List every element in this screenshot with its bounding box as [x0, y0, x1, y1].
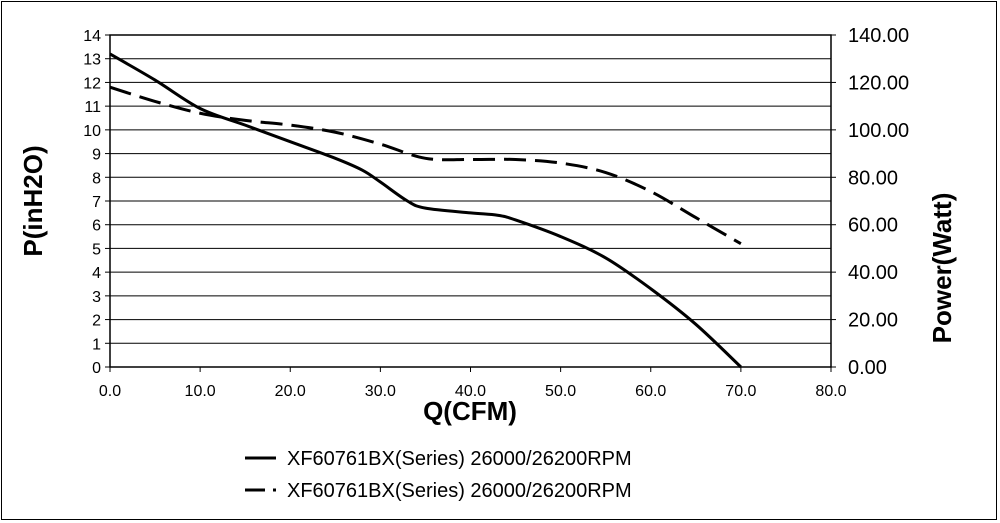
- right-y-tick-label: 80.00: [848, 167, 898, 189]
- left-y-tick-label: 11: [84, 99, 101, 116]
- x-tick-label: 60.0: [635, 383, 666, 400]
- left-y-tick-label: 2: [92, 313, 101, 330]
- legend-label-dashed: XF60761BX(Series) 26000/26200RPM: [287, 480, 632, 502]
- x-tick-label: 50.0: [545, 383, 576, 400]
- left-y-tick-label: 5: [92, 241, 101, 258]
- pressure-curve-solid: [109, 52, 742, 369]
- grid-lines: [110, 58, 831, 344]
- left-y-tick-label: 13: [83, 52, 101, 69]
- left-y-tick-label: 4: [92, 265, 101, 282]
- right-y-tick-label: 100.00: [848, 120, 909, 142]
- right-y-tick-label: 140.00: [848, 25, 909, 47]
- right-y-tick-label: 20.00: [848, 310, 898, 332]
- x-tick-label: 80.0: [815, 383, 846, 400]
- left-y-tick-label: 7: [92, 194, 101, 211]
- left-y-tick-label: 8: [92, 170, 101, 187]
- right-y-tick-label: 40.00: [848, 262, 898, 284]
- left-y-tick-label: 3: [92, 289, 101, 306]
- x-tick-label: 40.0: [455, 383, 486, 400]
- left-y-tick-label: 6: [92, 218, 101, 235]
- x-tick-label: 30.0: [365, 383, 396, 400]
- right-y-tick-label: 120.00: [848, 72, 909, 94]
- legend: XF60761BX(Series) 26000/26200RPM XF60761…: [245, 448, 632, 502]
- x-tick-label: 10.0: [185, 383, 216, 400]
- left-y-tick-label: 0: [92, 360, 101, 377]
- x-axis-ticks: 0.0 10.0 20.0 30.0 40.0 50.0 60.0 70.0 80.0: [99, 367, 847, 400]
- power-curve-dashed: [109, 85, 742, 245]
- left-y-tick-label: 12: [83, 75, 101, 92]
- right-y-axis-title: Power(Watt): [927, 193, 957, 344]
- left-y-axis-title: P(inH2O): [18, 145, 48, 256]
- x-axis-title: Q(CFM): [423, 396, 517, 426]
- right-y-tick-label: 60.00: [848, 215, 898, 237]
- right-y-axis-ticks: 0.00 20.00 40.00 60.00 80.00 100.00 120.00 140.…: [831, 25, 909, 379]
- legend-label-solid: XF60761BX(Series) 26000/26200RPM: [287, 448, 632, 470]
- left-y-tick-label: 1: [92, 336, 101, 353]
- left-y-tick-label: 10: [83, 123, 101, 140]
- series-lines: [109, 52, 742, 369]
- right-y-tick-label: 0.00: [848, 357, 887, 379]
- x-tick-label: 70.0: [725, 383, 756, 400]
- left-y-tick-label: 14: [83, 28, 101, 45]
- left-y-tick-label: 9: [92, 147, 101, 164]
- x-tick-label: 0.0: [99, 383, 121, 400]
- x-tick-label: 20.0: [275, 383, 306, 400]
